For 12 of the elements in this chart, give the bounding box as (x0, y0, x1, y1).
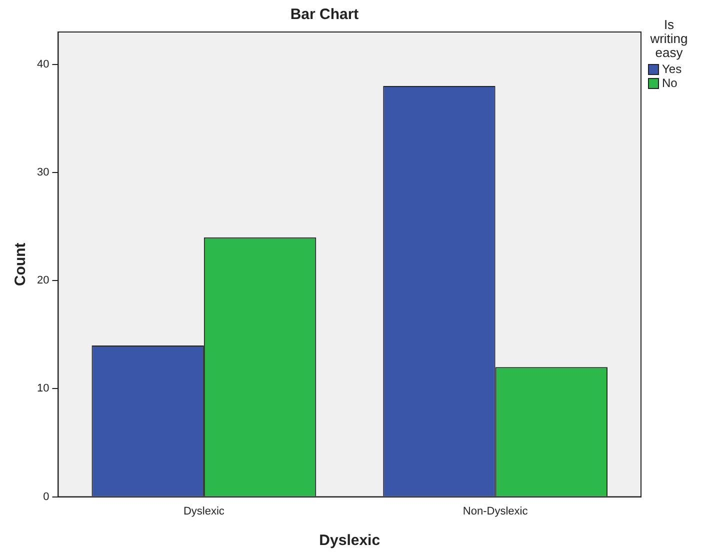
x-tick-label: Non-Dyslexic (462, 505, 528, 518)
y-tick-label: 10 (36, 382, 50, 395)
y-tick-label: 0 (43, 490, 50, 503)
legend-label: No (662, 76, 678, 90)
y-tick-label: 30 (36, 166, 50, 179)
legend-title: Is writing easy (649, 17, 689, 60)
y-tick-label: 40 (36, 58, 50, 70)
legend-label: Yes (662, 62, 682, 76)
y-axis-title: Count (12, 242, 30, 286)
chart-title: Bar Chart (290, 6, 359, 24)
y-tick-label: 20 (36, 274, 50, 287)
x-axis-title: Dyslexic (319, 532, 380, 550)
